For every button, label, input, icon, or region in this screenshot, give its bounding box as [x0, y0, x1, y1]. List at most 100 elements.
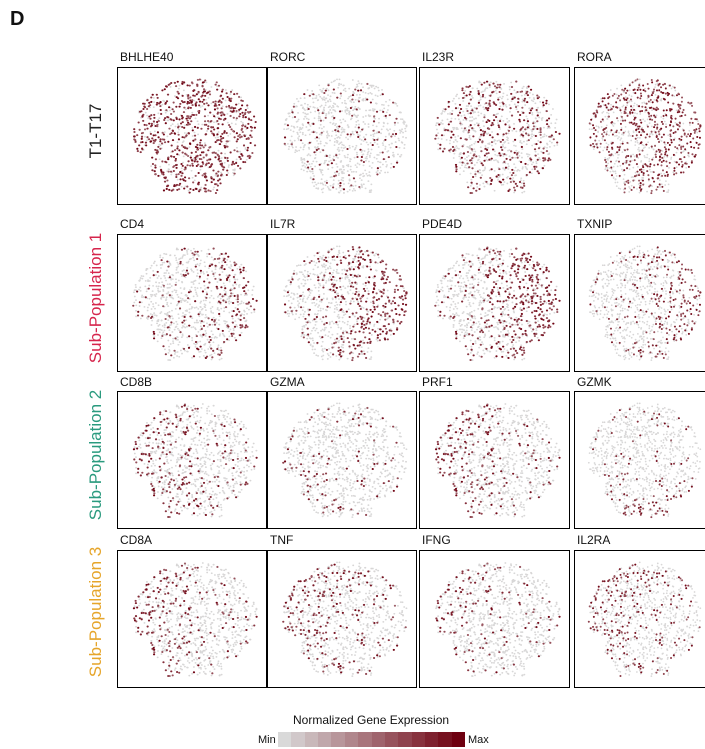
expression-point-low — [330, 343, 333, 345]
expression-point-low — [333, 141, 336, 143]
expression-point-low — [334, 124, 337, 127]
expression-point-low — [167, 119, 170, 122]
expression-point-low — [478, 126, 481, 129]
expression-point-high — [239, 314, 242, 317]
expression-point-high — [468, 85, 471, 88]
expression-point-low — [306, 256, 309, 258]
expression-point-high — [435, 134, 438, 137]
expression-point-low — [197, 307, 200, 310]
expression-point-low — [157, 275, 160, 277]
expression-point-low — [319, 307, 322, 310]
expression-point-high — [687, 165, 690, 168]
expression-point-low — [375, 338, 378, 341]
expression-point-high — [186, 119, 189, 122]
expression-point-high — [511, 156, 514, 159]
expression-point-high — [167, 83, 170, 86]
expression-point-high — [246, 302, 249, 305]
expression-point-low — [319, 284, 322, 287]
expression-point-high — [184, 274, 187, 277]
expression-point-high — [384, 114, 387, 117]
expression-point-low — [646, 118, 649, 121]
expression-point-low — [309, 332, 312, 335]
expression-point-high — [394, 132, 398, 135]
expression-point-high — [604, 104, 607, 107]
expression-point-low — [467, 155, 470, 157]
expression-point-high — [250, 129, 253, 132]
expression-point-high — [670, 138, 673, 141]
expression-point-low — [309, 343, 312, 346]
expression-point-low — [340, 131, 343, 134]
expression-point-low — [310, 131, 313, 134]
expression-point-high — [621, 88, 624, 91]
expression-point-high — [623, 98, 626, 101]
expression-point-high — [250, 136, 253, 139]
expression-point-low — [344, 300, 347, 303]
expression-point-high — [360, 156, 364, 159]
expression-point-high — [477, 140, 480, 143]
expression-point-low — [343, 99, 346, 102]
expression-point-low — [370, 166, 373, 169]
expression-point-low — [323, 180, 326, 183]
expression-point-low — [191, 281, 194, 284]
expression-point-low — [632, 130, 635, 133]
expression-point-low — [513, 103, 516, 106]
expression-point-high — [589, 144, 592, 147]
expression-point-high — [221, 97, 224, 100]
expression-point-low — [650, 132, 653, 135]
expression-point-high — [662, 189, 665, 192]
expression-point-high — [171, 108, 174, 111]
expression-point-high — [449, 120, 453, 123]
expression-point-low — [193, 342, 196, 345]
expression-point-low — [169, 263, 172, 266]
expression-point-low — [202, 272, 205, 275]
expression-point-low — [377, 304, 380, 307]
expression-point-low — [184, 299, 187, 302]
expression-point-low — [303, 295, 306, 298]
expression-point-low — [209, 354, 212, 357]
expression-point-low — [175, 289, 178, 292]
expression-point-low — [483, 90, 486, 92]
expression-point-low — [320, 301, 323, 303]
expression-point-low — [153, 335, 156, 338]
expression-point-low — [317, 309, 320, 312]
expression-point-low — [314, 329, 317, 332]
expression-point-low — [246, 107, 249, 109]
expression-point-high — [549, 158, 552, 161]
expression-point-low — [309, 321, 312, 324]
expression-point-low — [240, 302, 243, 305]
expression-point-high — [235, 162, 238, 165]
expression-point-low — [520, 94, 523, 97]
expression-point-high — [168, 127, 171, 130]
expression-point-high — [490, 141, 494, 144]
expression-point-low — [354, 130, 357, 133]
expression-point-low — [321, 169, 324, 172]
expression-point-high — [153, 116, 156, 119]
expression-point-high — [459, 107, 463, 111]
expression-point-high — [202, 90, 206, 93]
expression-point-high — [220, 349, 223, 352]
expression-point-high — [196, 148, 199, 151]
expression-point-high — [658, 89, 661, 92]
expression-point-high — [452, 133, 455, 136]
expression-point-high — [602, 135, 605, 138]
expression-point-low — [516, 104, 519, 107]
expression-point-low — [375, 171, 378, 174]
expression-point-low — [507, 168, 510, 170]
expression-point-high — [651, 158, 654, 161]
expression-point-low — [606, 118, 609, 120]
expression-point-high — [643, 130, 646, 133]
expression-point-high — [231, 269, 234, 272]
expression-point-low — [461, 123, 464, 126]
expression-point-low — [355, 171, 358, 173]
expression-point-high — [187, 123, 190, 126]
expression-point-high — [513, 138, 517, 141]
expression-point-low — [349, 165, 352, 168]
expression-point-high — [222, 166, 226, 169]
expression-point-high — [220, 152, 223, 155]
expression-point-high — [317, 147, 320, 150]
expression-point-high — [226, 145, 229, 148]
expression-point-high — [475, 189, 478, 192]
expression-point-high — [132, 135, 136, 138]
expression-point-low — [159, 297, 162, 300]
expression-point-low — [311, 337, 314, 340]
